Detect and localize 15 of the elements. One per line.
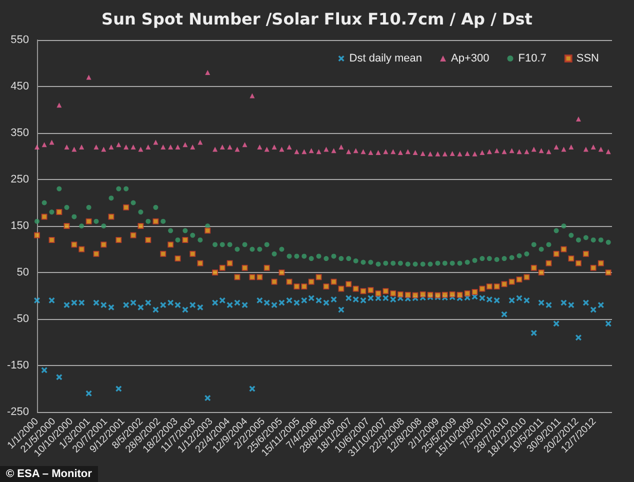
y-tick-label: 50 [16, 266, 29, 278]
y-tick-label: 150 [10, 220, 29, 232]
chart-title: Sun Spot Number /Solar Flux F10.7cm / Ap / Dst [102, 10, 533, 28]
y-tick-label: 350 [10, 127, 29, 139]
y-tick-label: -250 [6, 406, 29, 418]
y-tick-label: -150 [6, 360, 29, 372]
y-tick-label: 550 [10, 34, 29, 46]
y-tick-label: 250 [10, 174, 29, 186]
legend-label: Dst daily mean [349, 52, 422, 64]
legend-label: F10.7 [518, 52, 546, 64]
legend-label: Ap+300 [451, 52, 490, 64]
legend-label: SSN [576, 52, 600, 64]
y-tick-label: -50 [13, 313, 29, 325]
y-tick-label: 450 [10, 80, 29, 92]
text: © ESA – Monitor [0, 466, 98, 482]
